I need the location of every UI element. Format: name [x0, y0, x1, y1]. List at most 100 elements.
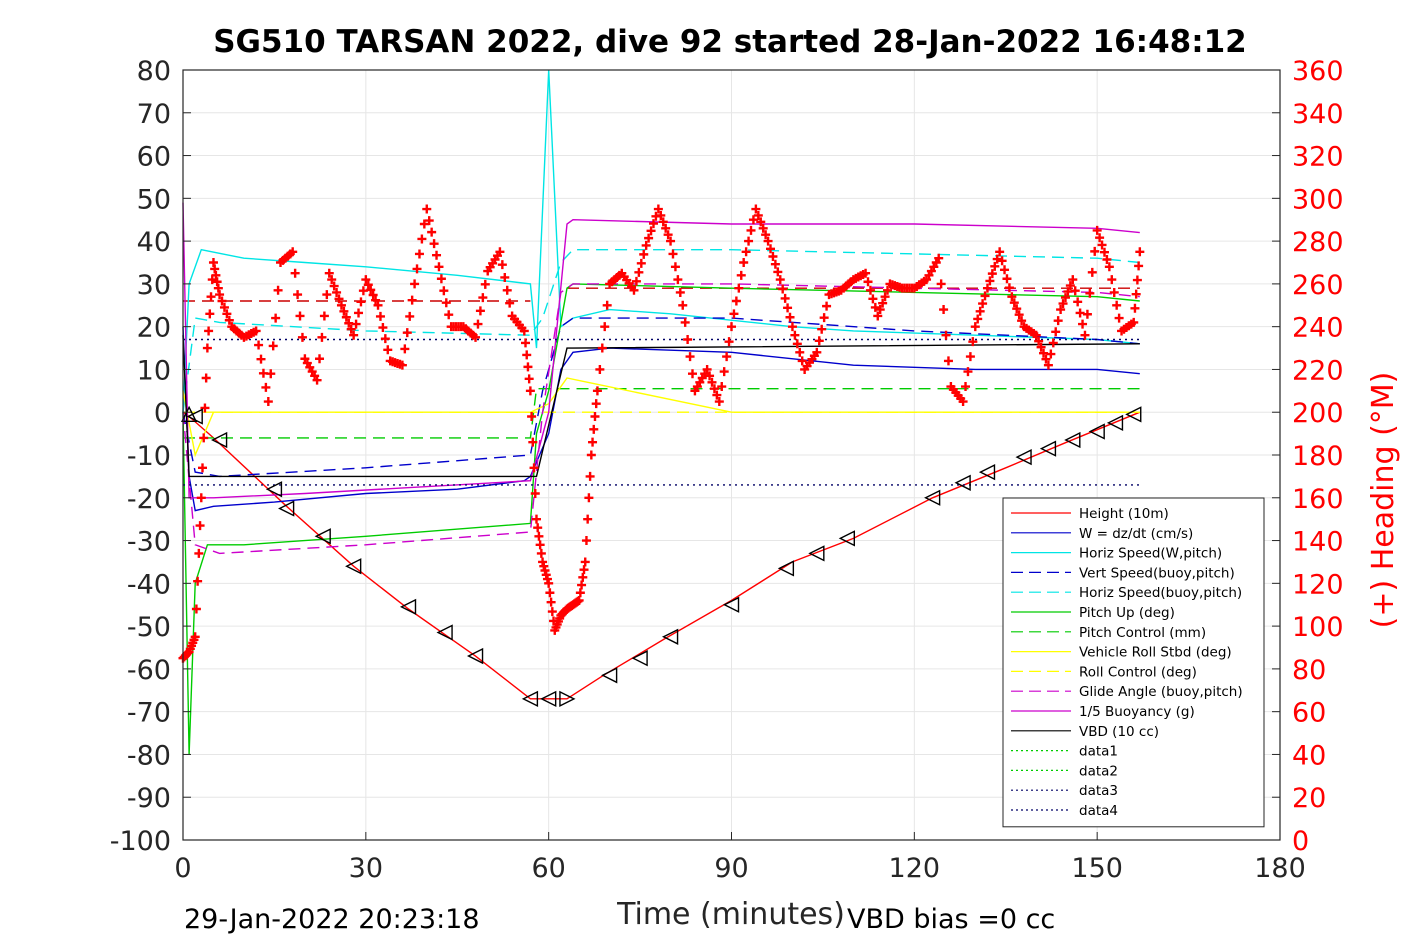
x-tick-label: 90	[714, 853, 748, 884]
heading-point	[529, 463, 539, 473]
heading-point	[1004, 283, 1014, 293]
heading-point	[373, 300, 383, 310]
y2-tick-label: 280	[1292, 227, 1344, 258]
y2-tick-label: 160	[1292, 484, 1344, 515]
heading-point	[1102, 255, 1112, 265]
heading-point	[883, 285, 893, 295]
heading-point	[1080, 330, 1090, 340]
plot-area	[178, 69, 1145, 755]
legend-entry: Glide Angle (buoy,pitch)	[1079, 684, 1243, 700]
y-tick-label: 70	[137, 99, 171, 130]
heading-point	[1068, 275, 1078, 285]
heading-point	[194, 548, 204, 558]
heading-point	[1109, 287, 1119, 297]
heading-point	[783, 303, 793, 313]
heading-point	[1048, 338, 1058, 348]
heading-point	[261, 382, 271, 392]
y2-tick-label: 220	[1292, 355, 1344, 386]
heading-point	[1129, 317, 1139, 327]
heading-point	[680, 317, 690, 327]
heading-point	[541, 570, 551, 580]
heading-point	[473, 319, 483, 329]
heading-point	[661, 223, 671, 233]
x-tick-label: 60	[531, 853, 565, 884]
heading-point	[1130, 303, 1140, 313]
heading-point	[414, 249, 424, 259]
y-tick-label: 0	[154, 398, 171, 429]
y2-tick-label: 40	[1292, 740, 1326, 771]
heading-point	[588, 437, 598, 447]
heading-point	[471, 332, 481, 342]
heading-point	[200, 403, 210, 413]
heading-point	[1002, 274, 1012, 284]
y-tick-label: -10	[127, 441, 171, 472]
heading-point	[268, 341, 278, 351]
heading-point	[495, 247, 505, 257]
heading-point	[429, 239, 439, 249]
heading-point	[592, 386, 602, 396]
y-tick-label: 10	[137, 355, 171, 386]
dive-marker	[436, 624, 453, 641]
heading-point	[673, 275, 683, 285]
heading-point	[748, 215, 758, 225]
heading-point	[577, 580, 587, 590]
heading-point	[685, 352, 695, 362]
heading-point	[963, 367, 973, 377]
heading-point	[251, 326, 261, 336]
y-tick-label: 40	[137, 227, 171, 258]
heading-point	[522, 350, 532, 360]
legend: Height (10m) W = dz/dt (cm/s) Horiz Speed(…	[1002, 497, 1265, 828]
heading-point	[319, 311, 329, 321]
heading-point	[436, 274, 446, 284]
y2-tick-label: 140	[1292, 527, 1344, 558]
heading-point	[717, 382, 727, 392]
heading-point	[958, 397, 968, 407]
series-line-vehicle-roll-stbd-deg	[182, 377, 1140, 458]
series-line-w-dz-dt-cm-s	[182, 326, 1140, 512]
heading-point	[1065, 281, 1075, 291]
dive-marker	[186, 408, 203, 425]
heading-point	[658, 217, 668, 227]
heading-point	[1058, 299, 1068, 309]
heading-point	[539, 561, 549, 571]
heading-point	[668, 249, 678, 259]
heading-point	[201, 373, 211, 383]
heading-point	[346, 324, 356, 334]
dive-marker	[808, 545, 825, 562]
y-tick-label: 60	[137, 142, 171, 173]
series-line-vert-speed-buoy-pitch	[182, 317, 1140, 478]
y2-tick-label: 240	[1292, 313, 1344, 344]
heading-point	[780, 293, 790, 303]
heading-point	[758, 223, 768, 233]
heading-point	[210, 264, 220, 274]
heading-point	[266, 369, 276, 379]
heading-point	[778, 284, 788, 294]
heading-point	[334, 294, 344, 304]
heading-point	[1000, 265, 1010, 275]
heading-point	[675, 287, 685, 297]
legend-entry: data3	[1079, 783, 1118, 799]
heading-point	[412, 264, 422, 274]
heading-point	[865, 285, 875, 295]
y2-tick-label: 320	[1292, 142, 1344, 173]
dive-marker	[540, 690, 557, 707]
heading-point	[1135, 247, 1145, 257]
heading-point	[212, 277, 222, 287]
heading-point	[534, 531, 544, 541]
heading-point	[544, 578, 554, 588]
legend-entry: Vehicle Roll Stbd (deg)	[1079, 645, 1232, 661]
heading-point	[402, 328, 412, 338]
heading-point	[1036, 342, 1046, 352]
series-line-vbd-10-cc	[182, 335, 1140, 478]
x-tick-label: 150	[1071, 853, 1123, 884]
dive-marker	[1015, 449, 1032, 466]
heading-point	[790, 330, 800, 340]
heading-point	[589, 424, 599, 434]
heading-point	[602, 300, 612, 310]
heading-point	[202, 343, 212, 353]
heading-point	[542, 574, 552, 584]
heading-point	[965, 352, 975, 362]
heading-point	[724, 337, 734, 347]
heading-point	[1082, 309, 1092, 319]
heading-point	[973, 314, 983, 324]
